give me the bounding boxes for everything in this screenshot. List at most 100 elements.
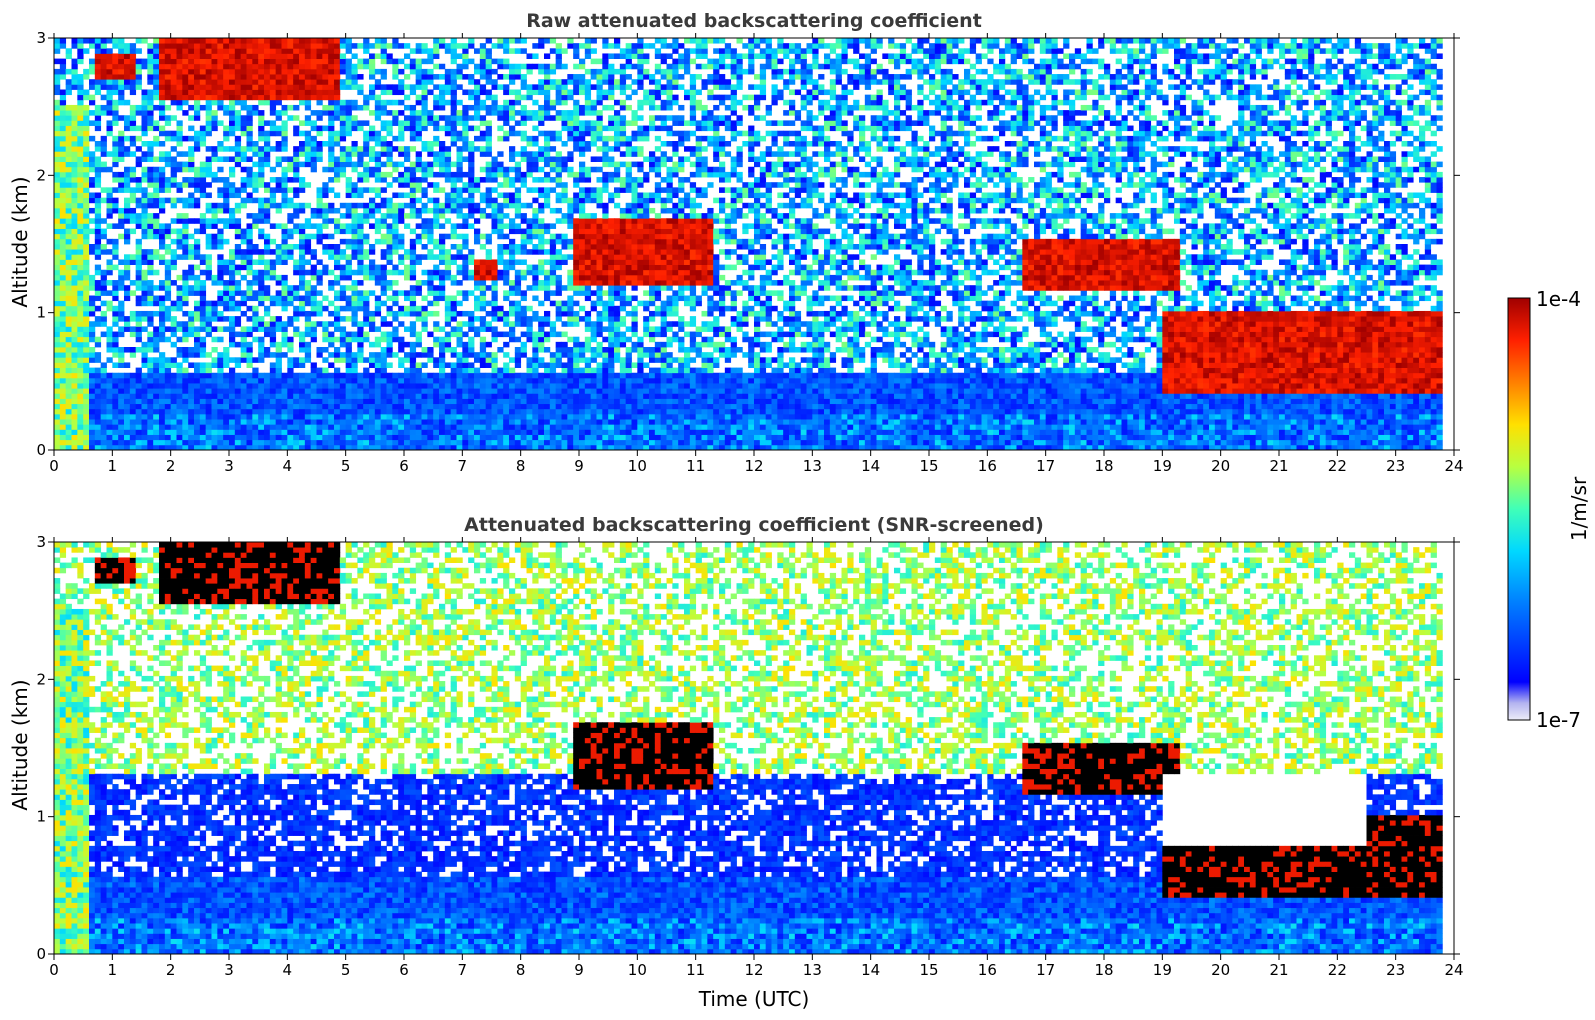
heatmap-cell — [398, 321, 405, 327]
heatmap-cell — [94, 357, 102, 363]
heatmap-cell — [299, 336, 306, 343]
heatmap-cell — [141, 99, 148, 106]
heatmap-cell — [456, 43, 463, 49]
heatmap-cell — [485, 259, 492, 265]
heatmap-cell — [217, 156, 224, 162]
heatmap-cell — [409, 161, 417, 168]
heatmap-cell — [112, 321, 119, 327]
heatmap-cell — [211, 53, 218, 59]
heatmap-cell — [357, 238, 364, 245]
heatmap-cell — [439, 84, 446, 90]
heatmap-cell — [328, 249, 335, 255]
heatmap-cell — [159, 357, 166, 363]
heatmap-cell — [503, 171, 510, 178]
heatmap-cell — [404, 419, 411, 425]
heatmap-cell — [334, 372, 341, 379]
heatmap-cell — [439, 285, 446, 291]
heatmap-cell — [217, 326, 224, 332]
heatmap-cell — [293, 177, 300, 183]
heatmap-cell — [485, 429, 492, 435]
heatmap-cell — [71, 244, 78, 250]
heatmap-cell — [199, 269, 207, 276]
heatmap-cell — [357, 218, 364, 224]
heatmap-cell — [339, 388, 347, 394]
heatmap-cell — [415, 413, 422, 420]
heatmap-cell — [462, 429, 469, 435]
heatmap-cell — [211, 403, 218, 410]
heatmap-cell — [322, 244, 329, 250]
heatmap-cell — [65, 439, 72, 446]
heatmap-cell — [369, 63, 376, 70]
heatmap-cell — [433, 94, 440, 101]
heatmap-cell — [427, 197, 434, 204]
heatmap-cell — [409, 249, 417, 255]
heatmap-cell — [118, 444, 125, 451]
heatmap-cell — [328, 135, 335, 142]
heatmap-cell — [439, 377, 446, 384]
heatmap-cell — [147, 110, 154, 116]
heatmap-cell — [281, 280, 288, 286]
heatmap-cell — [503, 38, 510, 44]
heatmap-cell — [462, 197, 469, 204]
heatmap-cell — [479, 48, 487, 54]
heatmap-cell — [54, 321, 61, 327]
heatmap-cell — [54, 156, 61, 162]
heatmap-cell — [89, 398, 96, 405]
heatmap-cell — [89, 424, 96, 430]
heatmap-cell — [141, 290, 148, 296]
heatmap-cell — [427, 68, 434, 75]
heatmap-cell — [159, 84, 166, 90]
heatmap-cell — [281, 388, 288, 394]
heatmap-cell — [415, 223, 422, 229]
heatmap-cell — [159, 104, 166, 111]
heatmap-cell — [520, 377, 527, 384]
heatmap-cell — [468, 151, 475, 157]
heatmap-cell — [369, 213, 376, 219]
heatmap-cell — [65, 331, 72, 338]
heatmap-cell — [199, 135, 207, 142]
heatmap-cell — [351, 238, 358, 245]
heatmap-cell — [392, 161, 399, 168]
heatmap-cell — [479, 398, 487, 405]
heatmap-cell — [509, 388, 516, 394]
heatmap-cell — [223, 182, 230, 188]
heatmap-cell — [304, 202, 312, 209]
heatmap-cell — [147, 53, 154, 59]
heatmap-cell — [468, 125, 475, 132]
heatmap-cell — [503, 331, 510, 338]
heatmap-cell — [485, 48, 492, 54]
heatmap-cell — [199, 372, 207, 379]
heatmap-cell — [450, 192, 457, 199]
heatmap-cell — [468, 166, 475, 173]
heatmap-cell — [468, 419, 475, 425]
heatmap-cell — [264, 413, 271, 420]
heatmap-cell — [71, 300, 78, 307]
heatmap-cell — [520, 408, 527, 415]
heatmap-cell — [182, 429, 189, 435]
heatmap-cell — [252, 434, 259, 441]
heatmap-cell — [94, 233, 102, 240]
heatmap-cell — [380, 321, 387, 327]
heatmap-cell — [170, 305, 177, 312]
heatmap-cell — [54, 197, 61, 204]
heatmap-cell — [450, 393, 457, 399]
heatmap-cell — [369, 408, 376, 415]
heatmap-cell — [269, 249, 277, 255]
heatmap-cell — [129, 68, 137, 75]
heatmap-cell — [485, 269, 492, 276]
heatmap-cell — [479, 244, 487, 250]
heatmap-cell — [450, 388, 457, 394]
heatmap-cell — [281, 58, 288, 65]
heatmap-cell — [509, 249, 516, 255]
heatmap-cell — [310, 372, 317, 379]
heatmap-cell — [369, 68, 376, 75]
heatmap-cell — [100, 377, 107, 384]
heatmap-cell — [281, 408, 288, 415]
heatmap-cell — [252, 367, 259, 374]
heatmap-cell — [339, 398, 347, 405]
heatmap-cell — [491, 166, 498, 173]
heatmap-cell — [124, 408, 131, 415]
heatmap-cell — [275, 419, 282, 425]
heatmap-cell — [380, 161, 387, 168]
heatmap-cell — [100, 74, 107, 80]
